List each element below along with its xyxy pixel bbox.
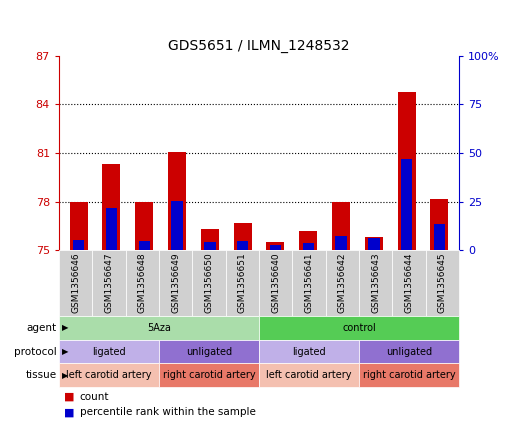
Text: GSM1356648: GSM1356648: [138, 253, 147, 313]
Bar: [398, 91, 416, 250]
Text: left carotid artery: left carotid artery: [66, 370, 152, 380]
Bar: [336, 236, 347, 250]
Bar: [73, 240, 85, 250]
Text: GSM1356649: GSM1356649: [171, 253, 180, 313]
Text: ▶: ▶: [62, 347, 68, 356]
Bar: [204, 242, 215, 250]
Text: GSM1356643: GSM1356643: [371, 253, 380, 313]
Text: unligated: unligated: [386, 346, 432, 357]
Bar: [135, 202, 153, 250]
Text: control: control: [342, 323, 376, 333]
Bar: [430, 198, 448, 250]
Text: right carotid artery: right carotid artery: [163, 370, 255, 380]
Text: ■: ■: [64, 392, 74, 401]
Bar: [266, 242, 285, 250]
Bar: [368, 238, 380, 250]
Text: agent: agent: [26, 323, 56, 333]
Text: GSM1356644: GSM1356644: [405, 253, 413, 313]
Text: ligated: ligated: [92, 346, 126, 357]
Text: ligated: ligated: [292, 346, 326, 357]
Text: GSM1356651: GSM1356651: [238, 253, 247, 313]
Text: protocol: protocol: [14, 346, 56, 357]
Text: right carotid artery: right carotid artery: [363, 370, 456, 380]
Bar: [332, 202, 350, 250]
Bar: [70, 202, 88, 250]
Text: GSM1356642: GSM1356642: [338, 253, 347, 313]
Text: left carotid artery: left carotid artery: [266, 370, 352, 380]
Bar: [139, 241, 150, 250]
Bar: [233, 223, 252, 250]
Bar: [237, 241, 248, 250]
Bar: [106, 208, 117, 250]
Text: ▶: ▶: [62, 371, 68, 380]
Text: percentile rank within the sample: percentile rank within the sample: [80, 407, 255, 418]
Bar: [103, 165, 121, 250]
Text: ■: ■: [64, 407, 74, 418]
Bar: [168, 151, 186, 250]
Bar: [270, 244, 281, 250]
Text: GSM1356647: GSM1356647: [105, 253, 113, 313]
Bar: [401, 159, 412, 250]
Bar: [171, 201, 183, 250]
Text: GSM1356640: GSM1356640: [271, 253, 280, 313]
Bar: [365, 237, 383, 250]
Text: GSM1356646: GSM1356646: [71, 253, 80, 313]
Text: GSM1356645: GSM1356645: [438, 253, 447, 313]
Bar: [201, 229, 219, 250]
Title: GDS5651 / ILMN_1248532: GDS5651 / ILMN_1248532: [168, 39, 350, 53]
Text: count: count: [80, 392, 109, 401]
Bar: [433, 224, 445, 250]
Text: tissue: tissue: [25, 370, 56, 380]
Text: GSM1356650: GSM1356650: [205, 253, 213, 313]
Bar: [299, 231, 317, 250]
Text: ▶: ▶: [62, 323, 68, 332]
Text: GSM1356641: GSM1356641: [305, 253, 313, 313]
Text: unligated: unligated: [186, 346, 232, 357]
Text: 5Aza: 5Aza: [147, 323, 171, 333]
Bar: [303, 243, 314, 250]
